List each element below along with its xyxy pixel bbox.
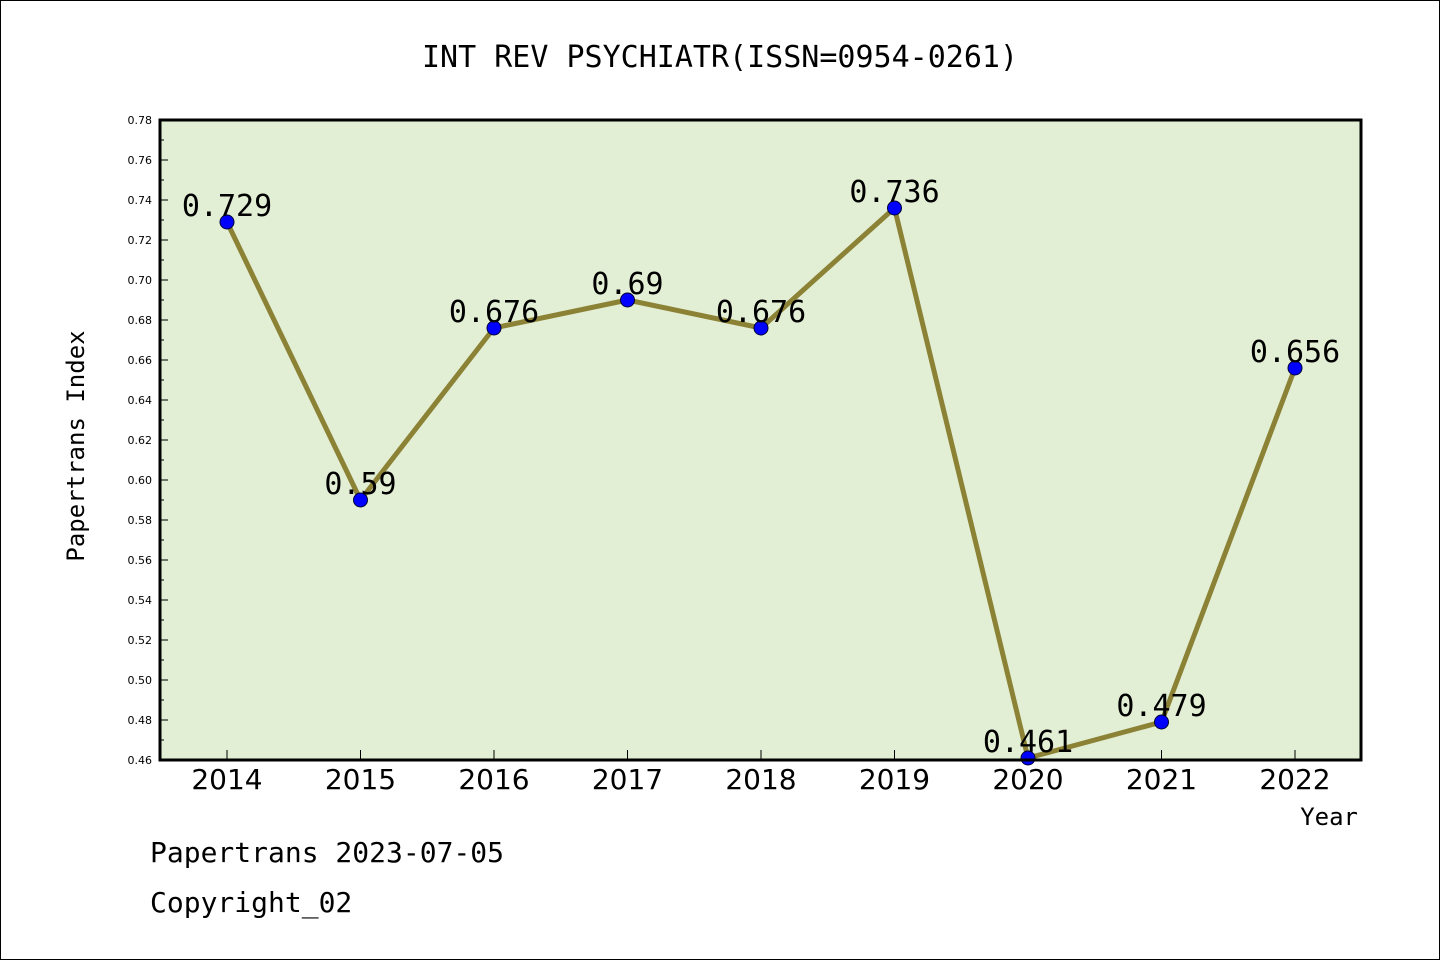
y-axis: 0.46 0.48 0.50 0.52 0.54 0.56 0.58 0.60 0.62 0.64…	[128, 114, 168, 767]
y-tick-label: 0.70	[128, 274, 153, 287]
x-axis-label: Year	[1300, 803, 1358, 831]
x-tick-label: 2022	[1259, 763, 1330, 796]
x-tick-label: 2016	[458, 763, 529, 796]
x-tick-label: 2021	[1126, 763, 1197, 796]
footer-date: Papertrans 2023-07-05	[150, 836, 505, 869]
x-tick-label: 2018	[725, 763, 796, 796]
y-tick-label: 0.78	[128, 114, 153, 127]
data-label: 0.676	[716, 295, 806, 330]
data-markers	[219, 200, 1303, 766]
footer-copyright: Copyright_02	[150, 886, 353, 919]
data-label: 0.676	[449, 295, 539, 330]
y-tick-label: 0.74	[128, 194, 153, 207]
x-tick-label: 2020	[992, 763, 1063, 796]
y-axis-label: Papertrans Index	[62, 330, 90, 561]
y-tick-label: 0.62	[128, 434, 153, 447]
data-label: 0.59	[324, 467, 396, 502]
y-tick-label: 0.72	[128, 234, 153, 247]
data-label: 0.656	[1250, 335, 1340, 370]
plot-border	[158, 118, 1363, 762]
y-tick-label: 0.64	[128, 394, 153, 407]
data-label: 0.736	[849, 175, 939, 210]
y-tick-label: 0.48	[128, 714, 153, 727]
plot-area	[160, 120, 1361, 760]
y-tick-label: 0.66	[128, 354, 153, 367]
data-label: 0.69	[591, 267, 663, 302]
data-point	[1154, 714, 1169, 730]
y-tick-label: 0.60	[128, 474, 153, 487]
y-tick-label: 0.56	[128, 554, 153, 567]
data-point	[887, 200, 902, 216]
data-point	[353, 492, 368, 508]
y-tick-label: 0.52	[128, 634, 153, 647]
x-tick-label: 2014	[191, 763, 262, 796]
data-labels: 0.729 0.59 0.676 0.69 0.676 0.736 0.461 0.479 0.…	[182, 175, 1340, 760]
data-point	[753, 320, 769, 336]
x-tick-label: 2015	[325, 763, 396, 796]
data-label: 0.479	[1116, 689, 1206, 724]
y-tick-label: 0.76	[128, 154, 153, 167]
y-tick-label: 0.46	[128, 754, 153, 767]
data-point	[486, 320, 502, 336]
y-tick-label: 0.50	[128, 674, 153, 687]
x-tick-label: 2017	[592, 763, 663, 796]
x-tick-label: 2019	[859, 763, 930, 796]
x-axis: 2014 2015 2016 2017 2018 2019 2020 2021 2022	[191, 750, 1331, 796]
data-label: 0.461	[983, 725, 1073, 760]
data-label: 0.729	[182, 189, 272, 224]
data-point	[620, 292, 635, 308]
data-point	[1287, 360, 1303, 376]
data-point	[219, 214, 235, 230]
y-tick-label: 0.68	[128, 314, 153, 327]
y-tick-label: 0.58	[128, 514, 153, 527]
chart-title: INT REV PSYCHIATR(ISSN=0954-0261)	[422, 40, 1018, 75]
y-tick-label: 0.54	[128, 594, 153, 607]
